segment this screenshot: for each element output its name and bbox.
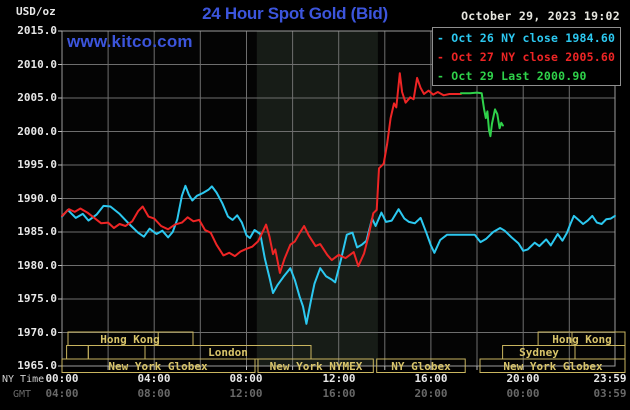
x-axis-tick-label-ny: 23:59 (593, 372, 627, 385)
y-axis-tick-label: 2010.0 (17, 58, 57, 71)
legend-entry: - Oct 29 Last 2000.90 (437, 69, 587, 83)
y-axis-tick-label: 1985.0 (17, 225, 57, 238)
x-axis-tick-label-ny: 16:00 (414, 372, 448, 385)
legend-entry: - Oct 27 NY close 2005.60 (437, 50, 616, 64)
chart-legend: - Oct 26 NY close 1984.60 - Oct 27 NY clo… (432, 27, 621, 86)
legend-entry: - Oct 26 NY close 1984.60 (437, 31, 616, 45)
y-axis-tick-label: 2015.0 (17, 24, 57, 37)
y-axis-tick-label: 1975.0 (17, 292, 57, 305)
x-axis-tick-label-gmt: 04:00 (45, 387, 79, 400)
chart-timestamp: October 29, 2023 19:02 (461, 9, 620, 23)
chart-title: 24 Hour Spot Gold (Bid) (202, 4, 388, 23)
session-box-label: New York NYMEX (269, 359, 363, 373)
x-axis-tick-label-ny: 00:00 (45, 372, 79, 385)
x-axis-tick-label-gmt: 08:00 (137, 387, 171, 400)
session-box-label: Hong Kong (552, 332, 612, 346)
session-box-label: New York Globex (108, 359, 208, 373)
y-axis-tick-label: 1980.0 (17, 259, 57, 272)
gmt-axis-caption: GMT (13, 389, 32, 400)
y-axis-unit-label: USD/oz (16, 5, 56, 18)
x-axis-tick-label-gmt: 03:59 (593, 387, 627, 400)
x-axis-tick-label-ny: 12:00 (322, 372, 356, 385)
session-box-label: London (208, 346, 248, 359)
session-box-label: Sydney (519, 346, 559, 359)
x-axis-tick-label-ny: 04:00 (137, 372, 171, 385)
x-axis-tick-label-gmt: 12:00 (229, 387, 263, 400)
ny-time-axis-caption: NY Time (2, 374, 45, 385)
session-box-label: NY Globex (391, 359, 451, 373)
y-axis-tick-label: 2000.0 (17, 125, 57, 138)
x-axis-tick-label-ny: 20:00 (506, 372, 540, 385)
kitco-watermark-link[interactable]: www.kitco.com (67, 32, 193, 51)
x-axis-tick-label-gmt: 20:00 (414, 387, 448, 400)
x-axis-tick-label-ny: 08:00 (229, 372, 263, 385)
y-axis-tick-label: 1990.0 (17, 192, 57, 205)
y-axis-tick-label: 1965.0 (17, 359, 57, 372)
session-box-label: New York Globex (503, 359, 603, 373)
y-axis-tick-label: 1970.0 (17, 326, 57, 339)
x-axis-tick-label-gmt: 00:00 (506, 387, 540, 400)
y-axis-tick-label: 1995.0 (17, 158, 57, 171)
session-box-label: Hong Kong (100, 332, 160, 346)
x-axis-tick-label-gmt: 16:00 (322, 387, 356, 400)
y-axis-tick-label: 2005.0 (17, 91, 57, 104)
